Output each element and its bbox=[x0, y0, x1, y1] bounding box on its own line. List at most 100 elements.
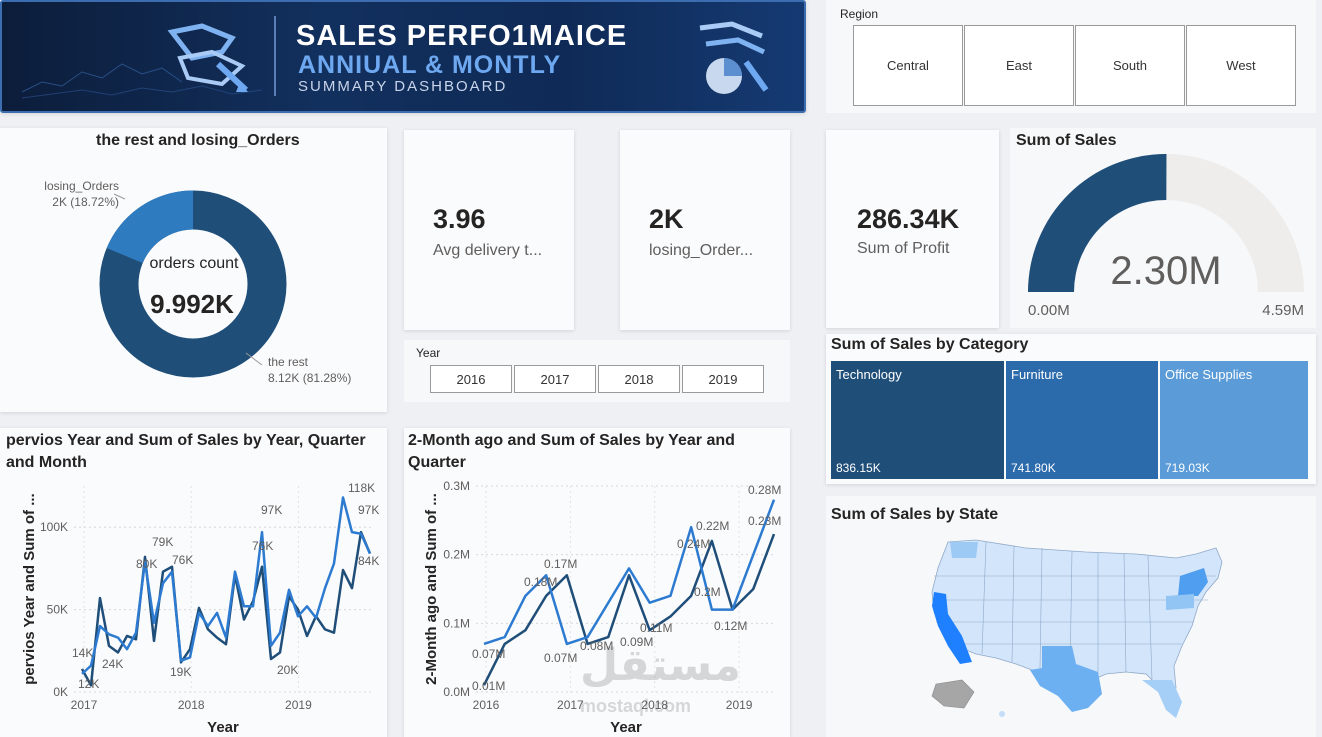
year-option-2017[interactable]: 2017 bbox=[514, 365, 596, 393]
data-label: 12K bbox=[78, 677, 99, 691]
banner-skyline-decoration bbox=[21, 63, 263, 99]
data-label: 97K bbox=[358, 503, 379, 517]
donut-title: the rest and losing_Orders bbox=[96, 132, 300, 149]
data-label: 14K bbox=[72, 646, 93, 660]
category-tile-furniture-value: 741.80K bbox=[1011, 461, 1056, 475]
data-label: 80K bbox=[136, 557, 157, 571]
region-option-east[interactable]: East bbox=[964, 25, 1074, 106]
category-tile-office-supplies-name: Office Supplies bbox=[1165, 367, 1253, 382]
banner-caption: SUMMARY DASHBOARD bbox=[298, 78, 508, 95]
series-line-1[interactable] bbox=[80, 530, 372, 687]
region-slicer: Region Central East South West bbox=[826, 0, 1316, 113]
data-label: 0.2M bbox=[694, 585, 721, 599]
state-texas[interactable] bbox=[1030, 646, 1102, 712]
data-label: 0.22M bbox=[696, 519, 729, 533]
series-line-2[interactable] bbox=[483, 499, 776, 646]
x-axis-title: Year bbox=[610, 719, 642, 736]
region-slicer-title: Region bbox=[840, 7, 879, 21]
y-tick-label: 0.1M bbox=[443, 616, 470, 630]
data-label: 76K bbox=[172, 553, 193, 567]
category-tile-office-supplies[interactable]: Office Supplies 719.03K bbox=[1160, 361, 1308, 479]
data-label: 0.23M bbox=[748, 514, 781, 528]
y-tick-label: 50K bbox=[47, 603, 68, 617]
year-option-2018[interactable]: 2018 bbox=[598, 365, 680, 393]
category-tile-furniture-name: Furniture bbox=[1011, 367, 1064, 382]
data-label: 76K bbox=[252, 539, 273, 553]
category-tile-technology-value: 836.15K bbox=[836, 461, 881, 475]
gauge-value-arc[interactable] bbox=[1028, 154, 1167, 292]
state-pennsylvania[interactable] bbox=[1166, 594, 1194, 610]
year-slicer: Year 2016 2017 2018 2019 bbox=[404, 340, 790, 402]
state-florida[interactable] bbox=[1142, 680, 1182, 718]
y-tick-label: 0.2M bbox=[443, 548, 470, 562]
region-option-central[interactable]: Central bbox=[853, 25, 963, 106]
x-tick-label: 2016 bbox=[473, 698, 500, 712]
two-month-title: 2-Month ago and Sum of Sales by Year and… bbox=[408, 430, 768, 474]
data-label: 79K bbox=[152, 535, 173, 549]
donut-slice-losing[interactable] bbox=[106, 190, 193, 264]
banner-subtitle: ANNIUAL & MONTLY bbox=[298, 51, 562, 79]
gauge-title: Sum of Sales bbox=[1016, 132, 1117, 149]
donut-leader-losing bbox=[113, 193, 126, 200]
state-california[interactable] bbox=[932, 592, 972, 664]
year-option-2019[interactable]: 2019 bbox=[682, 365, 764, 393]
prev-year-title-text: pervios Year and Sum of Sales by Year, Q… bbox=[6, 432, 366, 471]
avg-delivery-value: 3.96 bbox=[433, 204, 486, 234]
orders-donut-chart: losing_Orders 2K (18.72%) the rest 8.12K… bbox=[44, 179, 351, 385]
data-label: 20K bbox=[277, 663, 298, 677]
data-label: 19K bbox=[170, 665, 191, 679]
data-label: 84K bbox=[358, 554, 379, 568]
state-map-card: Sum of Sales by State bbox=[826, 496, 1316, 737]
year-option-2016[interactable]: 2016 bbox=[430, 365, 512, 393]
state-alaska bbox=[931, 679, 975, 709]
data-label: 0.18M bbox=[524, 575, 557, 589]
y-tick-label: 0.3M bbox=[443, 479, 470, 493]
prev-year-line-card: pervios Year and Sum of Sales by Year, Q… bbox=[0, 428, 387, 737]
state-borders bbox=[932, 541, 1216, 681]
donut-center-value: 9.992K bbox=[150, 289, 234, 319]
data-label: 0.12M bbox=[714, 619, 747, 633]
donut-label-losing-name: losing_Orders bbox=[44, 179, 119, 193]
two-month-line-card: 2-Month ago and Sum of Sales by Year and… bbox=[404, 428, 790, 737]
banner-chart-icon bbox=[699, 21, 769, 94]
two-month-title-text: 2-Month ago and Sum of Sales by Year and… bbox=[408, 432, 735, 471]
profit-value: 286.34K bbox=[857, 204, 960, 234]
sales-gauge: 2.30M 0.00M 4.59M bbox=[1028, 154, 1304, 319]
region-option-south[interactable]: South bbox=[1075, 25, 1185, 106]
data-label: 0.07M bbox=[472, 647, 505, 661]
banner-logo-icon bbox=[167, 23, 249, 93]
category-tile-furniture[interactable]: Furniture 741.80K bbox=[1006, 361, 1158, 479]
series-line-2[interactable] bbox=[81, 496, 372, 675]
gauge-max: 4.59M bbox=[1262, 302, 1304, 319]
state-map-title: Sum of Sales by State bbox=[831, 506, 999, 523]
gauge-value: 2.30M bbox=[1110, 249, 1221, 293]
x-tick-label: 2017 bbox=[557, 698, 584, 712]
banner-title: SALES PERFO1MAICE bbox=[296, 20, 628, 52]
donut-label-rest-value: 8.12K (81.28%) bbox=[268, 371, 351, 385]
us-state-map[interactable] bbox=[826, 496, 1316, 737]
y-axis-title: pervios Year and Sum of ... bbox=[21, 493, 38, 684]
prev-year-title: pervios Year and Sum of Sales by Year, Q… bbox=[6, 430, 376, 474]
prev-year-line-chart: 0K 50K 100K 2017 2018 2019 Year pervios Year an… bbox=[21, 481, 379, 736]
data-label: 0.07M bbox=[544, 651, 577, 665]
region-option-west[interactable]: West bbox=[1186, 25, 1296, 106]
data-label: 0.17M bbox=[544, 557, 577, 571]
x-tick-label: 2019 bbox=[726, 698, 753, 712]
donut-label-losing-value: 2K (18.72%) bbox=[52, 195, 119, 209]
data-label: 118K bbox=[348, 481, 375, 495]
two-month-line-chart: 0.0M 0.1M 0.2M 0.3M 2016 2017 2018 2019 Year 2-Mo… bbox=[423, 479, 781, 736]
state-washington[interactable] bbox=[950, 542, 978, 558]
donut-label-rest-name: the rest bbox=[268, 355, 309, 369]
losing-orders-label: losing_Order... bbox=[649, 242, 754, 259]
state-new-york[interactable] bbox=[1178, 568, 1208, 596]
series-line-1[interactable] bbox=[482, 533, 776, 686]
donut-leader-rest bbox=[245, 352, 263, 366]
y-tick-label: 100K bbox=[40, 520, 68, 534]
orders-donut-card: the rest and losing_Orders losing_Orders… bbox=[0, 128, 387, 412]
x-tick-label: 2018 bbox=[178, 698, 205, 712]
x-tick-label: 2017 bbox=[71, 698, 98, 712]
donut-center-label: orders count bbox=[150, 255, 239, 272]
category-tile-technology[interactable]: Technology 836.15K bbox=[831, 361, 1004, 479]
x-axis-title: Year bbox=[207, 719, 239, 736]
category-treemap-card: Sum of Sales by Category Technology 836.… bbox=[826, 334, 1316, 484]
